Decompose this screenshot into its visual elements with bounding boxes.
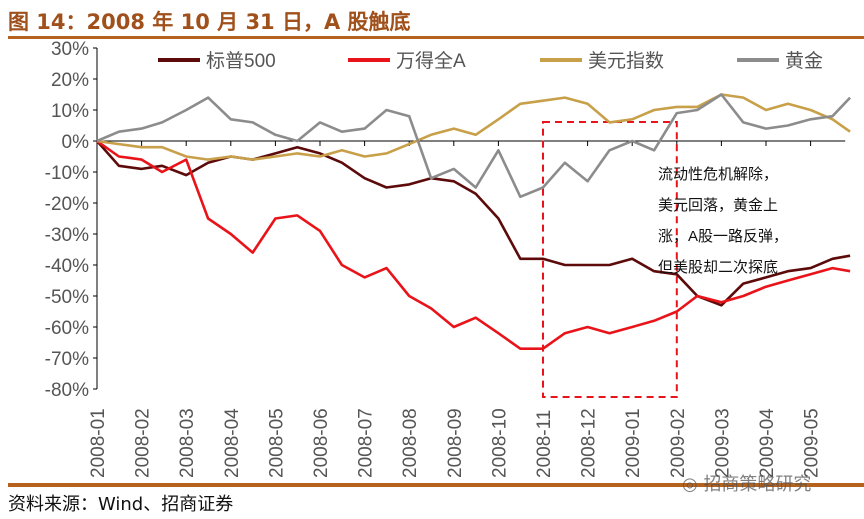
annotation-text: 流动性危机解除， (658, 166, 778, 183)
x-tick-label: 2008-09 (445, 408, 466, 478)
y-tick-label: -50% (45, 287, 89, 308)
x-tick-label: 2009-01 (623, 408, 644, 478)
x-tick-label: 2008-06 (311, 408, 332, 478)
y-tick-label: 30% (51, 39, 89, 60)
x-tick-label: 2008-08 (400, 408, 421, 478)
y-tick-label: -70% (45, 349, 89, 370)
x-tick-label: 2008-05 (266, 408, 287, 478)
annotation-text: 涨，A股一路反弹， (658, 228, 788, 245)
y-tick-label: -10% (45, 163, 89, 184)
series-line-3 (96, 93, 851, 161)
x-tick-label: 2008-07 (356, 408, 377, 478)
x-tick-label: 2009-05 (802, 408, 823, 478)
watermark: ◎ 招商策略研究 (682, 474, 812, 495)
x-tick-label: 2008-02 (133, 408, 154, 478)
x-tick-label: 2009-04 (757, 408, 778, 478)
y-tick-label: -20% (45, 194, 89, 215)
x-tick-label: 2008-12 (579, 408, 600, 478)
x-tick-label: 2009-02 (668, 408, 689, 478)
annotation-text: 但美股却二次探底 (658, 259, 778, 276)
series-line-2 (96, 139, 851, 351)
series-line-4 (96, 93, 852, 199)
footer-rule (8, 483, 864, 487)
y-tick-label: 10% (51, 101, 89, 122)
legend-label: 万得全A (396, 50, 466, 72)
x-tick-label: 2008-03 (177, 408, 198, 478)
x-tick-label: 2008-10 (489, 408, 510, 478)
x-tick-label: 2008-04 (222, 408, 243, 478)
y-tick-label: 20% (51, 70, 89, 91)
y-tick-label: -80% (45, 380, 89, 401)
x-tick-label: 2008-01 (88, 408, 109, 478)
y-tick-label: -40% (45, 256, 89, 277)
y-tick-label: -30% (45, 225, 89, 246)
x-tick-label: 2008-11 (534, 410, 555, 478)
x-tick-label: 2009-03 (712, 408, 733, 478)
watermark-text: 招商策略研究 (703, 474, 812, 495)
figure-title: 图 14：2008 年 10 月 31 日，A 股触底 (8, 10, 411, 34)
annotation-text: 美元回落，黄金上 (658, 197, 778, 214)
legend-label: 黄金 (785, 50, 823, 72)
legend-label: 标普500 (206, 50, 276, 72)
y-tick-label: 0% (62, 132, 90, 153)
legend-label: 美元指数 (588, 50, 664, 72)
title-rule (8, 36, 864, 39)
y-tick-label: -60% (45, 318, 89, 339)
chart: 30% 20% 10% 0% -10% -20% -30% -40% -50% -60% -70% -… (45, 39, 852, 478)
source-note: 资料来源：Wind、招商证券 (8, 494, 234, 515)
